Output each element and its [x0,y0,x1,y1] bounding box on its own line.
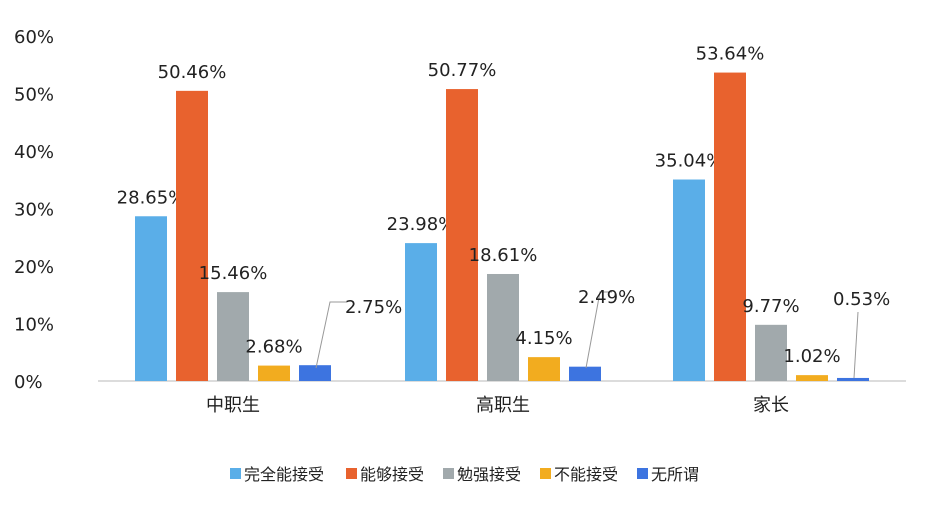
bar-5-家长 [837,377,869,381]
leader-line [853,311,859,379]
y-tick-label: 0% [14,372,43,393]
data-label: 4.15% [515,328,572,349]
y-tick-label: 10% [14,315,54,336]
bar-4-高职生 [528,357,560,381]
data-label: 2.68% [245,337,302,358]
data-label: 35.04% [655,151,724,172]
legend-label: 勉强接受 [457,465,521,484]
y-tick-label: 60% [14,27,54,48]
x-category-label: 高职生 [476,395,530,416]
data-label: 50.46% [158,62,227,83]
legend-label: 不能接受 [554,465,618,484]
bar-3-中职生 [217,292,249,381]
y-tick-label: 30% [14,200,54,221]
legend-label: 能够接受 [360,465,424,484]
bar-3-高职生 [487,273,519,381]
data-label: 18.61% [469,245,538,266]
data-label: 15.46% [199,263,268,284]
leader-line [585,291,612,369]
data-label: 0.53% [833,289,890,310]
bar-4-家长 [796,375,828,381]
legend-swatch [443,468,454,479]
data-label: 53.64% [696,44,765,65]
data-label: 1.02% [783,346,840,367]
data-label: 9.77% [742,296,799,317]
bar-2-高职生 [446,89,478,381]
y-tick-label: 50% [14,85,54,106]
data-label: 23.98% [387,214,456,235]
bar-2-家长 [714,72,746,381]
legend-label: 无所谓 [651,465,699,484]
data-label: 50.77% [428,60,497,81]
x-category-label: 中职生 [206,395,260,416]
bar-1-高职生 [405,243,437,381]
y-tick-label: 20% [14,257,54,278]
legend-swatch [346,468,357,479]
data-label: 2.75% [345,297,402,318]
legend-swatch [230,468,241,479]
data-label: 28.65% [117,187,186,208]
bar-5-中职生 [299,365,331,381]
bar-5-高职生 [569,366,601,381]
legend-swatch [540,468,551,479]
legend-swatch [637,468,648,479]
y-tick-label: 40% [14,142,54,163]
data-label: 2.49% [578,287,635,308]
bar-3-家长 [755,324,787,381]
leader-line [315,301,346,369]
bar-1-中职生 [135,216,167,381]
x-category-label: 家长 [753,395,789,416]
bar-4-中职生 [258,365,290,381]
legend-label: 完全能接受 [244,465,324,484]
bar-1-家长 [673,179,705,381]
bar-2-中职生 [176,90,208,381]
